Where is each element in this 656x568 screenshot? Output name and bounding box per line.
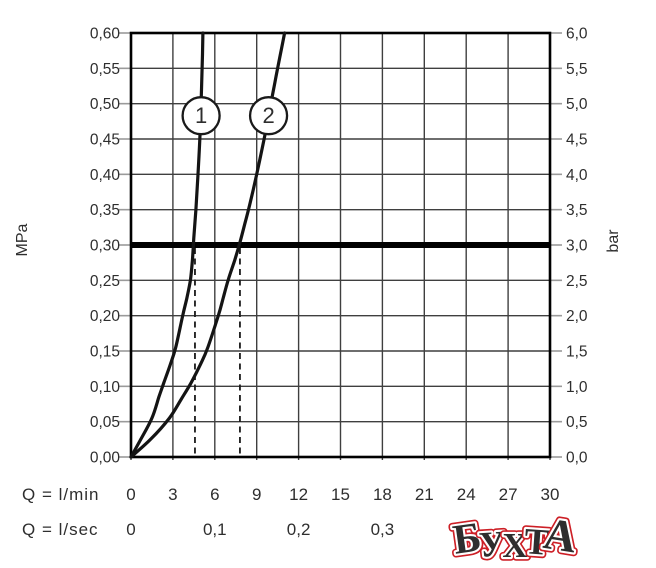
- y-right-tick-label: 0,5: [566, 414, 588, 431]
- y-left-tick-label: 0,20: [90, 308, 121, 325]
- x-lsec-tick-label: 0,3: [371, 520, 395, 539]
- y-right-tick-label: 5,0: [566, 96, 588, 113]
- y-right-tick-label: 4,0: [566, 167, 588, 184]
- y-right-tick-label: 3,0: [566, 238, 588, 255]
- y-left-tick-label: 0,60: [90, 26, 121, 43]
- x-axis-lmin-label: Q = l/min: [22, 485, 100, 504]
- x-lmin-tick-label: 30: [541, 485, 560, 504]
- x-lmin-tick-label: 12: [289, 485, 308, 504]
- x-lmin-tick-label: 21: [415, 485, 434, 504]
- curve-badge-label: 1: [195, 103, 207, 128]
- y-right-tick-label: 1,5: [566, 344, 588, 361]
- y-left-unit-label: MPa: [14, 223, 31, 256]
- y-right-unit-label: bar: [605, 229, 622, 253]
- y-right-tick-label: 6,0: [566, 26, 588, 43]
- y-left-tick-label: 0,00: [90, 450, 121, 467]
- x-lsec-tick-label: 0,1: [203, 520, 227, 539]
- y-left-tick-label: 0,50: [90, 96, 121, 113]
- x-lmin-tick-label: 18: [373, 485, 392, 504]
- y-left-tick-label: 0,45: [90, 132, 120, 149]
- y-right-tick-label: 2,0: [566, 308, 588, 325]
- y-left-tick-label: 0,35: [90, 202, 120, 219]
- watermark-letter: А: [540, 508, 580, 563]
- y-left-tick-label: 0,05: [90, 414, 120, 431]
- x-lmin-tick-label: 3: [168, 485, 177, 504]
- x-lmin-tick-label: 6: [210, 485, 219, 504]
- y-right-tick-label: 3,5: [566, 202, 588, 219]
- x-lsec-tick-label: 0: [126, 520, 135, 539]
- x-lmin-tick-label: 9: [252, 485, 261, 504]
- y-right-tick-label: 4,5: [566, 132, 588, 149]
- watermark-letter: Т: [523, 521, 551, 564]
- x-lmin-tick-label: 0: [126, 485, 135, 504]
- curve-badge-2: [248, 96, 289, 136]
- y-right-tick-label: 2,5: [566, 273, 588, 290]
- x-lmin-tick-label: 15: [331, 485, 350, 504]
- watermark-letter: У: [478, 523, 507, 565]
- y-left-tick-label: 0,15: [90, 344, 120, 361]
- y-left-tick-label: 0,10: [90, 379, 121, 396]
- x-lsec-tick-label: 0,2: [287, 520, 311, 539]
- y-left-tick-label: 0,30: [90, 238, 121, 255]
- y-left-tick-label: 0,25: [90, 273, 120, 290]
- y-right-tick-label: 0,0: [566, 450, 588, 467]
- y-right-tick-label: 1,0: [566, 379, 588, 396]
- curve-badge-label: 2: [262, 103, 274, 128]
- x-axis-lsec-label: Q = l/sec: [22, 520, 99, 539]
- y-right-tick-label: 5,5: [566, 61, 588, 78]
- watermark-letter: Х: [502, 526, 527, 565]
- watermark-letter: Х: [502, 526, 527, 565]
- x-lmin-tick-label: 24: [457, 485, 476, 504]
- x-lmin-tick-label: 27: [499, 485, 518, 504]
- y-left-tick-label: 0,55: [90, 61, 120, 78]
- y-left-tick-label: 0,40: [90, 167, 121, 184]
- curve-badge-1: [181, 96, 221, 136]
